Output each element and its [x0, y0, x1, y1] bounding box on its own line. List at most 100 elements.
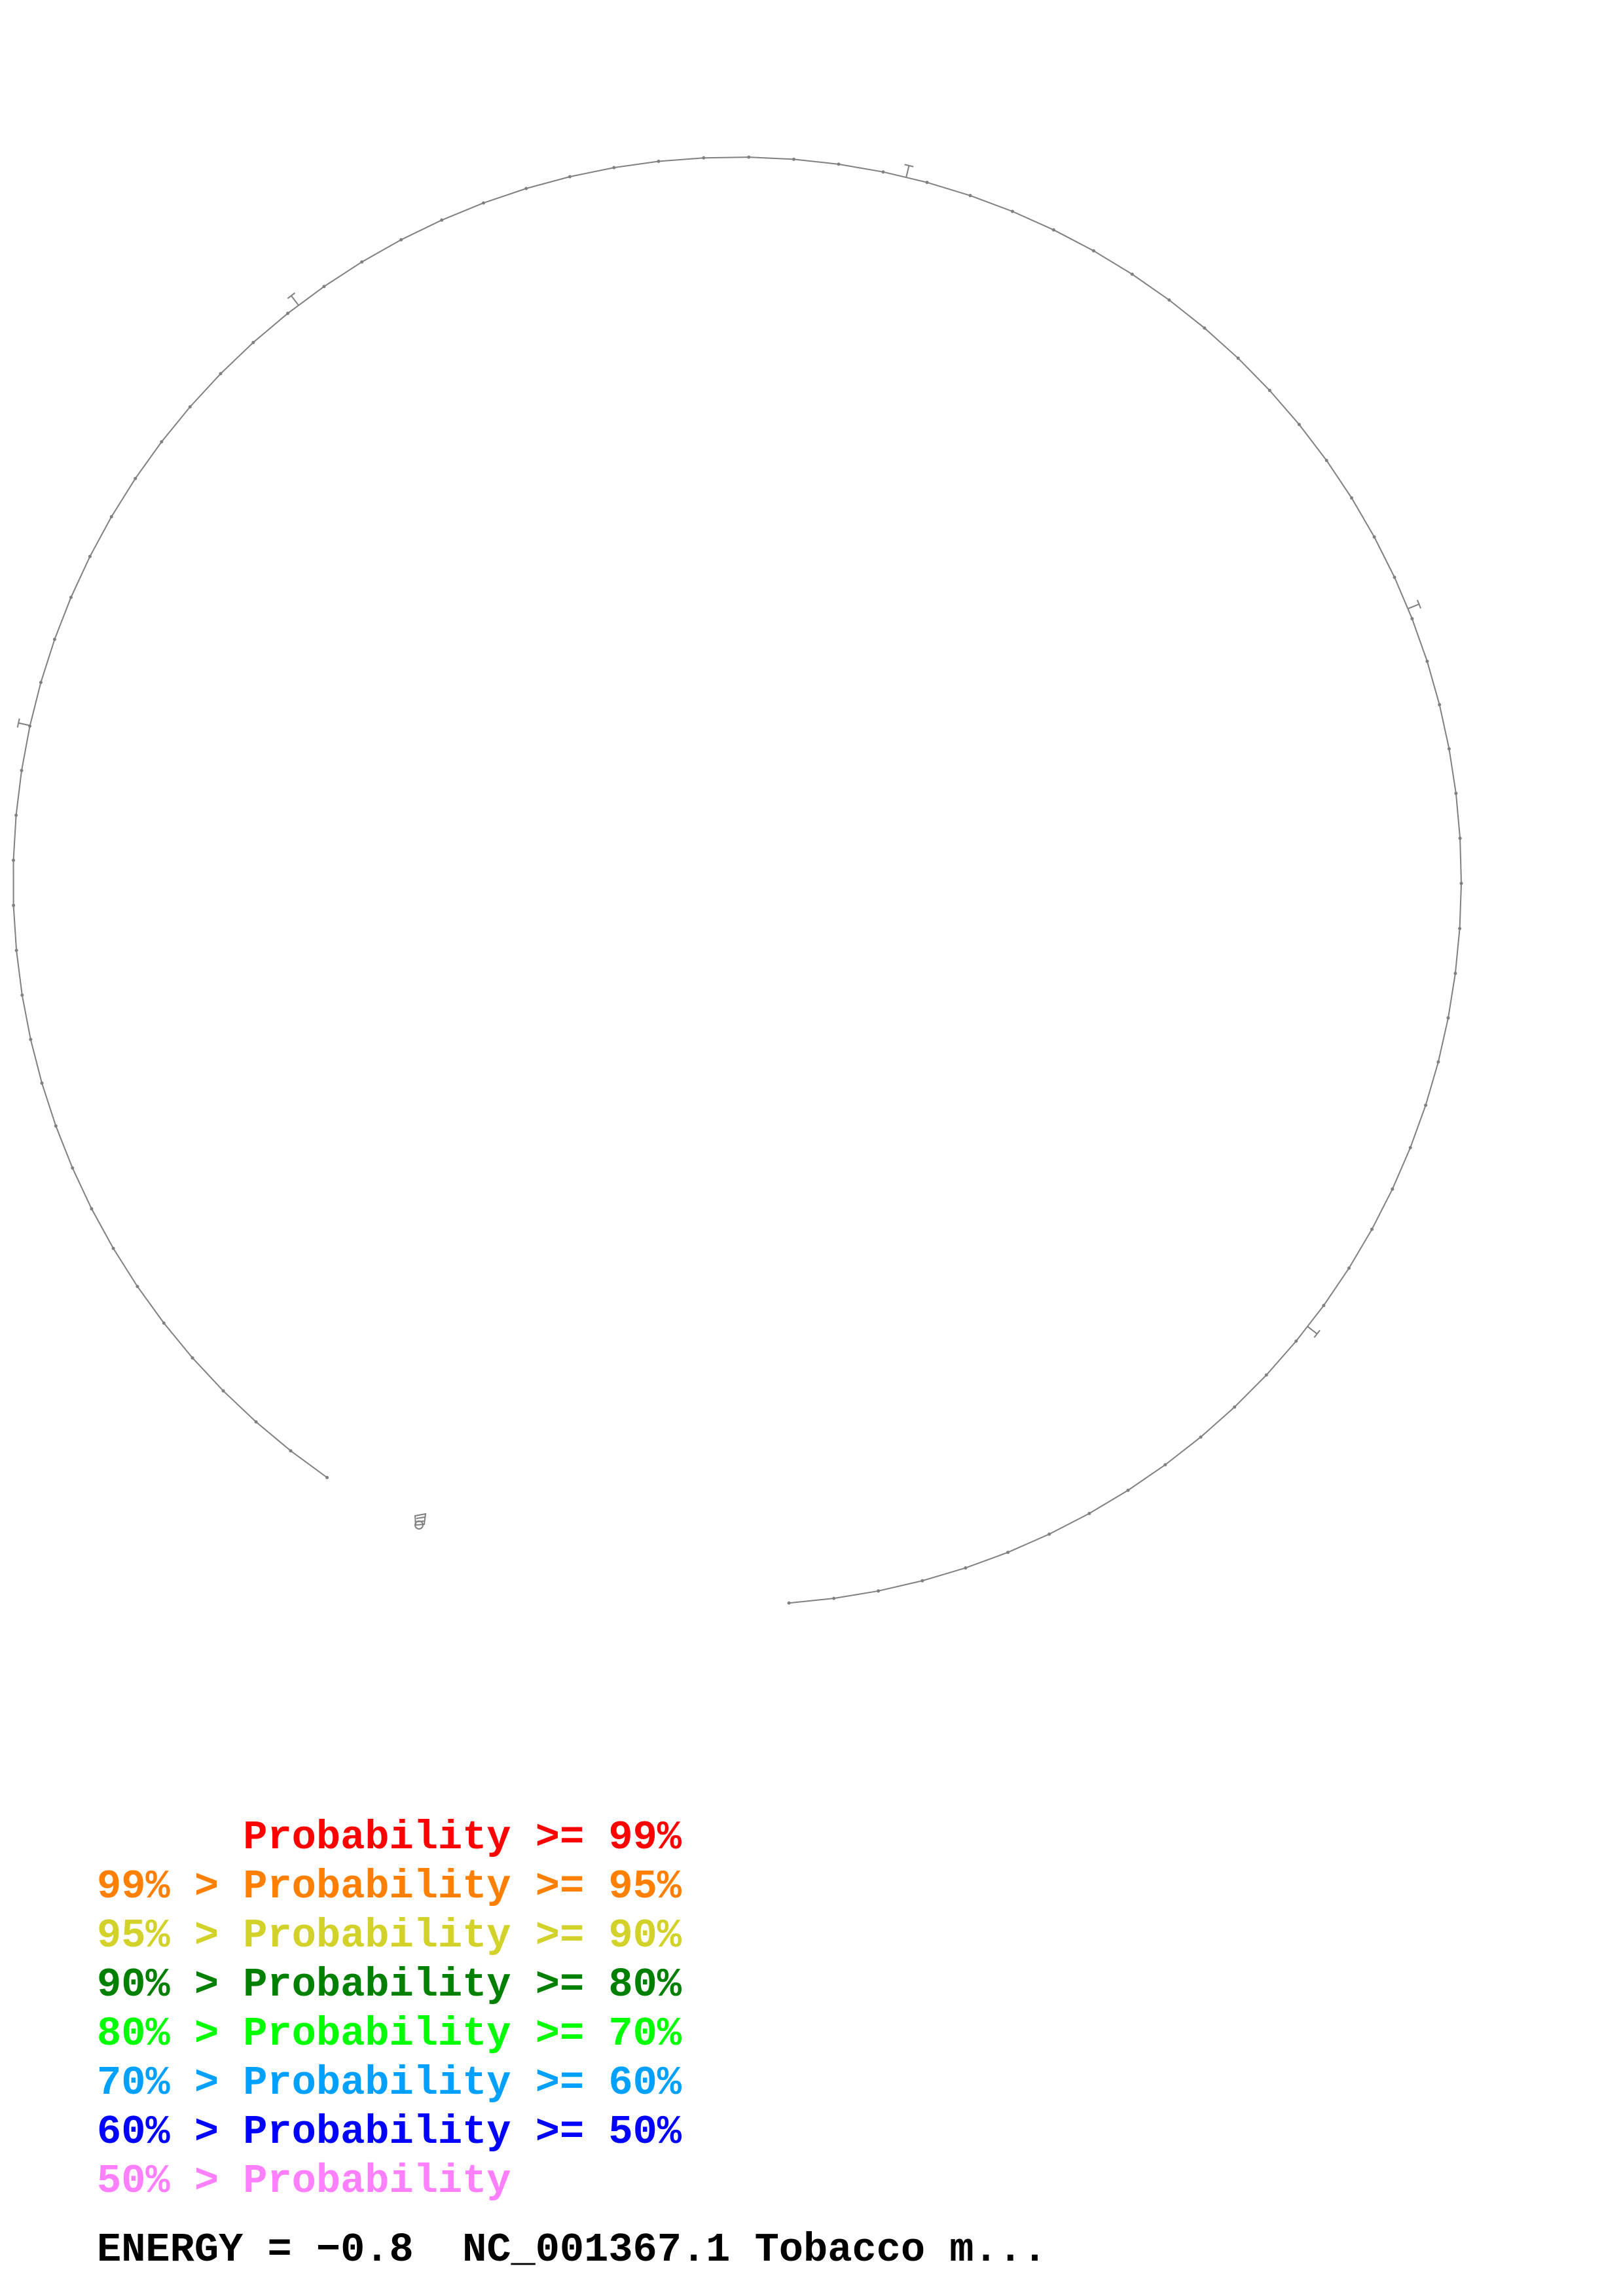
- nucleotide-dot: [877, 1589, 881, 1593]
- legend-row: 99% > Probability >= 95%: [97, 1862, 682, 1911]
- terminal-hairpin-loop: [414, 1513, 427, 1530]
- nucleotide-dot: [399, 238, 403, 242]
- nucleotide-dot: [1446, 1016, 1450, 1020]
- nucleotide-dot: [322, 285, 326, 289]
- nucleotide-dot: [54, 1124, 58, 1128]
- nucleotide-dot: [160, 440, 164, 444]
- nucleotide-marks: [12, 155, 1463, 1605]
- nucleotide-dot: [52, 637, 56, 641]
- nucleotide-dot: [1324, 459, 1328, 462]
- energy-label: ENERGY =: [97, 2227, 316, 2273]
- nucleotide-dot: [286, 312, 289, 315]
- nucleotide-dot: [832, 1596, 836, 1600]
- nucleotide-dot: [921, 1579, 924, 1583]
- nucleotide-dot: [90, 1207, 94, 1211]
- nucleotide-dot: [1264, 1373, 1268, 1377]
- nucleotide-dot: [136, 1285, 139, 1289]
- legend-probability-word: Probability: [243, 2060, 511, 2106]
- legend-ge-symbol: >=: [511, 1814, 609, 1861]
- nucleotide-dot: [188, 405, 192, 409]
- nucleotide-dot: [1350, 496, 1353, 500]
- legend-lower-bound: 90%: [608, 1912, 682, 1959]
- legend-lower-bound: 60%: [608, 2060, 682, 2106]
- legend-row: 60% > Probability >= 50%: [97, 2108, 682, 2157]
- legend-row: 70% > Probability >= 60%: [97, 2058, 682, 2108]
- nucleotide-dot: [1091, 249, 1095, 253]
- nucleotide-dot: [1393, 575, 1396, 579]
- nucleotide-dot: [787, 1601, 791, 1605]
- nucleotide-dot: [191, 1356, 194, 1360]
- stem-mark: [1408, 603, 1419, 609]
- nucleotide-dot: [1126, 1488, 1130, 1492]
- legend-row: 95% > Probability >= 90%: [97, 1911, 682, 1960]
- nucleotide-dot: [1267, 389, 1271, 392]
- legend-probability-word: Probability: [243, 2011, 511, 2057]
- nucleotide-dot: [1453, 971, 1457, 975]
- nucleotide-dot: [1322, 1304, 1326, 1308]
- nucleotide-dot: [1425, 659, 1429, 663]
- nucleotide-dot: [1438, 703, 1442, 707]
- legend-greater-than: >: [170, 2060, 244, 2106]
- energy-value: −0.8: [316, 2227, 414, 2273]
- stem-mark: [291, 295, 299, 306]
- nucleotide-dot: [657, 160, 661, 163]
- nucleotide-dot: [747, 155, 751, 159]
- nucleotide-dot: [792, 157, 795, 161]
- stem-mark: [18, 722, 31, 726]
- nucleotide-dot: [39, 681, 43, 685]
- nucleotide-dot: [964, 1566, 968, 1570]
- nucleotide-dot: [1051, 228, 1055, 232]
- nucleotide-dot: [524, 187, 528, 190]
- nucleotide-dot: [88, 554, 92, 558]
- nucleotide-dot: [925, 181, 929, 185]
- legend-ge-symbol: >=: [511, 2060, 609, 2106]
- nucleotide-dot: [219, 372, 223, 376]
- legend-lower-bound: 80%: [608, 1962, 682, 2008]
- nucleotide-dot: [254, 1420, 258, 1424]
- nucleotide-dot: [482, 201, 485, 205]
- nucleotide-dot: [12, 858, 15, 862]
- sequence-name: NC_001367.1 Tobacco m...: [462, 2227, 1048, 2273]
- nucleotide-dot: [325, 1476, 329, 1479]
- legend-upper-bound: 99%: [97, 1863, 170, 1910]
- nucleotide-dot: [1199, 1435, 1203, 1439]
- nucleotide-dot: [1236, 356, 1240, 360]
- legend-probability-word: Probability: [243, 1814, 511, 1861]
- legend-ge-symbol: >=: [511, 1863, 609, 1910]
- legend-greater-than: >: [170, 1962, 244, 2008]
- legend-upper-bound: 95%: [97, 1912, 170, 1959]
- legend-probability-word: Probability: [243, 1912, 511, 1959]
- energy-footer: ENERGY = −0.8 NC_001367.1 Tobacco m...: [97, 2225, 1047, 2274]
- nucleotide-dot: [1087, 1511, 1091, 1515]
- nucleotide-dot: [1447, 747, 1451, 751]
- nucleotide-dot: [109, 515, 113, 518]
- nucleotide-dot: [881, 170, 885, 174]
- nucleotide-dot: [69, 596, 73, 600]
- legend-row: 50% > Probability: [97, 2157, 682, 2206]
- nucleotide-dot: [20, 768, 24, 772]
- nucleotide-dot: [1010, 209, 1014, 213]
- nucleotide-dot: [1163, 1463, 1167, 1467]
- nucleotide-dot: [289, 1449, 293, 1453]
- legend-upper-bound: 50%: [97, 2158, 170, 2204]
- short-stem-marks: [16, 164, 1422, 1338]
- stem-cap: [16, 718, 20, 728]
- legend-lower-bound: 95%: [608, 1863, 682, 1910]
- legend-row: 80% > Probability >= 70%: [97, 2009, 682, 2058]
- legend-ge-symbol: >=: [511, 2011, 609, 2057]
- legend-probability-word: Probability: [243, 1962, 511, 2008]
- legend-ge-symbol: >=: [511, 1962, 609, 2008]
- nucleotide-dot: [71, 1166, 75, 1170]
- nucleotide-dot: [1294, 1339, 1298, 1343]
- nucleotide-dot: [360, 260, 364, 264]
- legend-lower-bound: 99%: [608, 1814, 682, 1861]
- legend-ge-symbol: >=: [511, 2109, 609, 2155]
- nucleotide-dot: [1006, 1551, 1010, 1554]
- nucleotide-dot: [568, 175, 572, 179]
- legend-lower-bound: 50%: [608, 2109, 682, 2155]
- legend-probability-word: Probability: [243, 2158, 511, 2204]
- stem-cap: [287, 292, 296, 299]
- nucleotide-dot: [1391, 1187, 1395, 1191]
- legend-probability-word: Probability: [243, 2109, 511, 2155]
- nucleotide-dot: [1454, 791, 1458, 795]
